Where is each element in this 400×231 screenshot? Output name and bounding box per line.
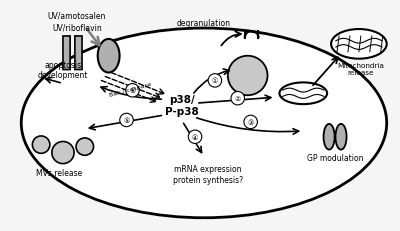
Circle shape <box>120 114 133 127</box>
Circle shape <box>32 136 50 154</box>
FancyBboxPatch shape <box>63 37 70 70</box>
Text: ⑥: ⑥ <box>129 88 136 94</box>
Text: Bak / caspase: Bak / caspase <box>109 82 152 98</box>
Circle shape <box>228 56 268 96</box>
Text: ②: ② <box>235 96 241 102</box>
FancyBboxPatch shape <box>75 37 82 70</box>
Circle shape <box>126 84 139 97</box>
Ellipse shape <box>21 29 387 218</box>
Text: mRNA expression
protein synthesis?: mRNA expression protein synthesis? <box>173 165 243 184</box>
Text: apoptosis
development: apoptosis development <box>38 61 88 80</box>
Circle shape <box>188 131 202 144</box>
Text: GP modulation: GP modulation <box>307 153 363 162</box>
Ellipse shape <box>98 40 120 73</box>
Circle shape <box>244 116 257 129</box>
Text: ①: ① <box>212 78 218 84</box>
Circle shape <box>52 142 74 164</box>
Ellipse shape <box>280 83 327 105</box>
Text: UV/amotosalen: UV/amotosalen <box>48 11 106 20</box>
Ellipse shape <box>336 124 346 150</box>
Circle shape <box>208 74 222 88</box>
Text: UV/riboflavin: UV/riboflavin <box>52 23 102 32</box>
Text: degranulation: degranulation <box>177 19 231 28</box>
Circle shape <box>231 92 244 106</box>
Text: ③: ③ <box>248 119 254 125</box>
Ellipse shape <box>331 30 387 59</box>
Text: MVs release: MVs release <box>36 169 82 178</box>
Ellipse shape <box>324 124 335 150</box>
Text: ④: ④ <box>192 134 198 140</box>
Text: ⑤: ⑤ <box>123 117 130 123</box>
Text: Mitochondria
release: Mitochondria release <box>338 62 384 75</box>
Text: p38/
P-p38: p38/ P-p38 <box>165 95 199 116</box>
Circle shape <box>76 138 94 156</box>
